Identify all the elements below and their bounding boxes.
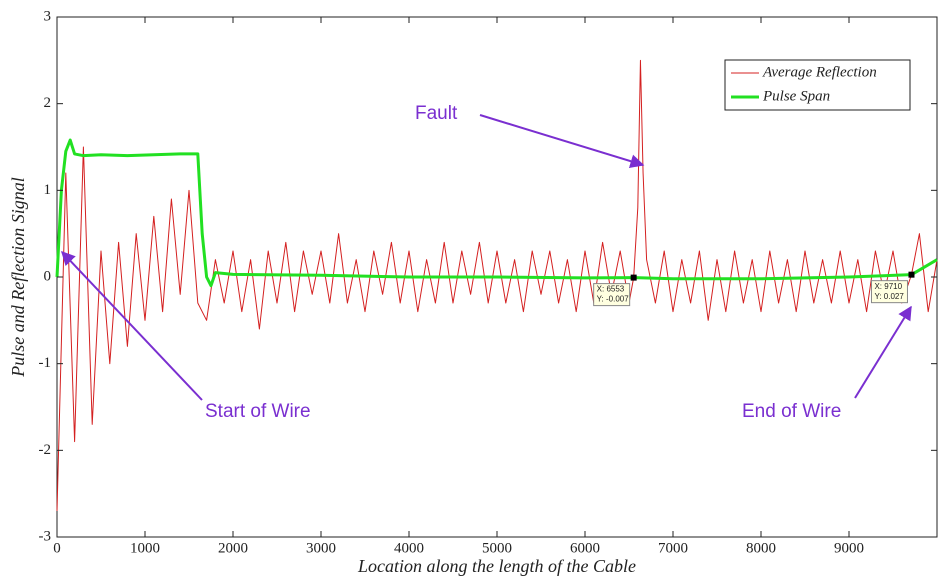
y-tick-label: 3 (44, 8, 52, 24)
x-tick-label: 8000 (746, 540, 776, 556)
annotation: Fault (415, 103, 458, 124)
y-tick-label: 1 (44, 182, 52, 198)
legend-label: Pulse Span (762, 88, 830, 104)
annotation: Start of Wire (205, 401, 311, 422)
y-tick-label: -2 (39, 442, 52, 458)
legend-label: Average Reflection (762, 64, 877, 80)
x-tick-label: 9000 (834, 540, 864, 556)
y-tick-label: -3 (39, 528, 52, 544)
x-tick-label: 3000 (306, 540, 336, 556)
arrow (479, 114, 645, 168)
x-tick-label: 5000 (482, 540, 512, 556)
x-tick-label: 1000 (130, 540, 160, 556)
legend: Average Reflection Pulse Span (724, 59, 911, 111)
data-tip-label: X: 6553 (597, 285, 625, 294)
data-tip-box (870, 280, 908, 304)
x-tick-label: 2000 (218, 540, 248, 556)
y-tick-label: -1 (39, 355, 52, 371)
legend-box (724, 59, 911, 111)
y-tick-label: 2 (44, 95, 52, 111)
x-tick-label: 6000 (570, 540, 600, 556)
plot (55, 59, 938, 512)
data-tip-marker (908, 271, 915, 278)
x-tick-label: 0 (53, 540, 61, 556)
arrow (61, 250, 203, 401)
annotation: End of Wire (742, 401, 841, 422)
arrow (854, 305, 912, 399)
data-line (56, 59, 938, 512)
x-tick-label: 4000 (394, 540, 424, 556)
data-tip-label: Y: 0.027 (874, 292, 904, 301)
x-axis-label: Location along the length of the Cable (357, 556, 636, 576)
data-tip-marker (630, 274, 637, 281)
data-tip-label: Y: -0.007 (597, 295, 630, 304)
data-line (55, 138, 938, 288)
annotations: Fault Start of Wire End of Wire (61, 103, 912, 422)
data-tip-label: X: 9710 (874, 282, 902, 291)
x-tick-label: 7000 (658, 540, 688, 556)
data-tip-box (593, 283, 631, 307)
y-axis-label: Pulse and Reflection Signal (8, 177, 28, 377)
y-tick-label: 0 (44, 268, 52, 284)
